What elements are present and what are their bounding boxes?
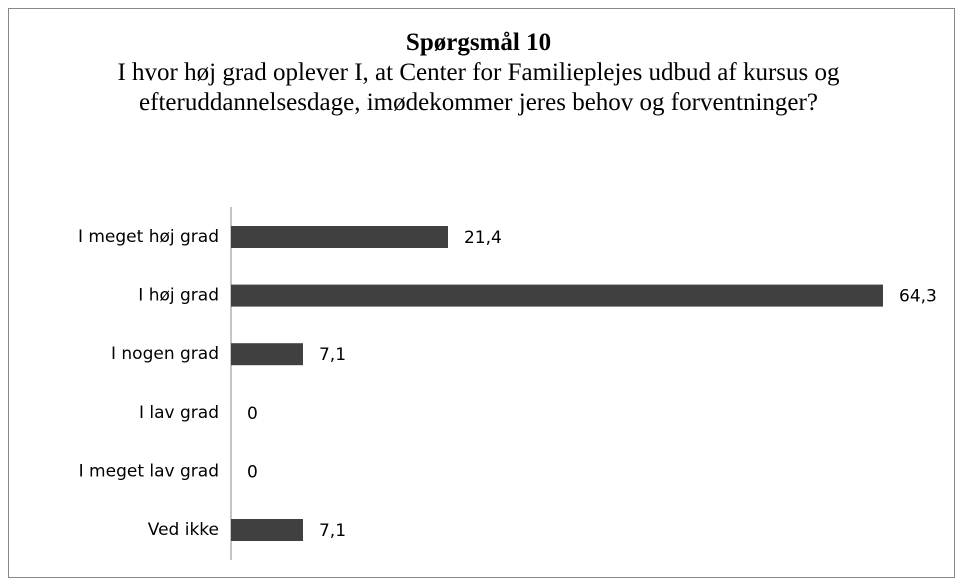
category-label: I nogen grad bbox=[111, 344, 219, 364]
bar bbox=[231, 226, 448, 248]
category-label: I meget høj grad bbox=[78, 227, 219, 247]
data-label: 0 bbox=[247, 462, 258, 482]
bar bbox=[231, 284, 883, 307]
chart-subtitle: I hvor høj grad oplever I, at Center for… bbox=[117, 59, 840, 116]
category-label: I lav grad bbox=[139, 403, 219, 423]
category-label: I høj grad bbox=[138, 286, 219, 306]
category-label: I meget lav grad bbox=[79, 461, 219, 481]
bar bbox=[231, 519, 303, 541]
category-label: Ved ikke bbox=[148, 520, 219, 540]
data-label: 7,1 bbox=[319, 345, 346, 365]
chart-frame bbox=[8, 8, 955, 578]
data-label: 64,3 bbox=[899, 287, 937, 307]
data-label: 21,4 bbox=[464, 228, 502, 248]
data-label: 7,1 bbox=[319, 521, 346, 541]
chart-header: Spørgsmål 10 I hvor høj grad oplever I, … bbox=[0, 28, 957, 118]
chart-title: Spørgsmål 10 bbox=[405, 29, 552, 56]
bar bbox=[231, 343, 303, 366]
data-label: 0 bbox=[247, 404, 258, 424]
